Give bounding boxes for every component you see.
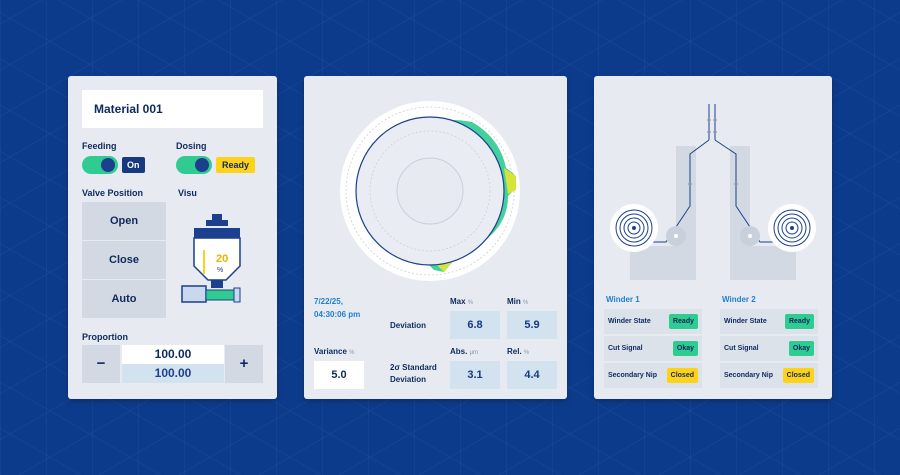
deviation-label: Deviation	[390, 321, 427, 330]
winder2-cut-signal-badge: Okay	[788, 341, 814, 356]
winder1-title: Winder 1	[606, 295, 640, 304]
winder1-secondary-nip-badge: Closed	[666, 368, 698, 383]
std-deviation-label-line1: 2σ Standard	[390, 363, 437, 372]
winder2-cut-signal-row: Cut Signal Okay	[720, 336, 818, 361]
max-label: Max %	[450, 297, 474, 306]
hopper-icon: 20 %	[181, 214, 241, 303]
hopper-fill-unit: %	[217, 267, 223, 274]
variance-label: Variance %	[314, 347, 355, 356]
material-title: Material 001	[82, 90, 263, 128]
winder2-secondary-nip-row: Secondary Nip Closed	[720, 363, 818, 388]
feeding-toggle[interactable]	[82, 156, 118, 174]
winder1-cut-signal-row: Cut Signal Okay	[604, 336, 702, 361]
abs-value: 3.1	[450, 361, 500, 389]
toggle-knob-icon	[101, 158, 115, 172]
winder-diagram-icon	[610, 104, 816, 280]
winder2-title: Winder 2	[722, 295, 756, 304]
rel-value: 4.4	[507, 361, 557, 389]
winder-panel: Winder 1 Winder 2 Winder State Ready Cut…	[594, 76, 832, 399]
proportion-actual-value: 100.00	[122, 364, 224, 383]
hopper-fill-value: 20	[216, 253, 228, 265]
winder2-state-row: Winder State Ready	[720, 309, 818, 334]
thickness-profile-panel: 7/22/25, 04:30:06 pm Max % Min % Deviati…	[304, 76, 567, 399]
winder1-state-row: Winder State Ready	[604, 309, 702, 334]
winder1-secondary-nip-row: Secondary Nip Closed	[604, 363, 702, 388]
valve-open-button[interactable]: Open	[82, 202, 166, 240]
dosing-label: Dosing	[176, 141, 207, 151]
rel-label: Rel. %	[507, 347, 530, 356]
material-panel: Material 001 Feeding On Dosing Ready Val…	[68, 76, 277, 399]
valve-auto-button[interactable]: Auto	[82, 280, 166, 318]
proportion-increase-button[interactable]: +	[225, 345, 263, 383]
feeding-status-badge: On	[122, 157, 145, 173]
min-label: Min %	[507, 297, 529, 306]
proportion-label: Proportion	[82, 332, 128, 342]
dosing-status-badge: Ready	[216, 157, 256, 173]
proportion-decrease-button[interactable]: −	[82, 345, 120, 383]
dosing-toggle[interactable]	[176, 156, 212, 174]
winder2-secondary-nip-badge: Closed	[782, 368, 814, 383]
winder1-cut-signal-badge: Okay	[672, 341, 698, 356]
timestamp-date: 7/22/25,	[314, 297, 343, 306]
abs-label: Abs. μm	[450, 347, 479, 356]
std-deviation-label-line2: Deviation	[390, 375, 427, 384]
valve-position-label: Valve Position	[82, 188, 144, 198]
winder1-state-badge: Ready	[668, 314, 698, 329]
timestamp-time: 04:30:06 pm	[314, 310, 361, 319]
deviation-min-value: 5.9	[507, 311, 557, 339]
deviation-max-value: 6.8	[450, 311, 500, 339]
toggle-knob-icon	[195, 158, 209, 172]
feeding-label: Feeding	[82, 141, 117, 151]
variance-input[interactable]: 5.0	[314, 361, 364, 389]
thickness-profile-graphic	[340, 101, 520, 281]
valve-close-button[interactable]: Close	[82, 241, 166, 279]
winder2-state-badge: Ready	[784, 314, 814, 329]
proportion-set-value[interactable]: 100.00	[122, 345, 224, 364]
visu-label: Visu	[178, 188, 197, 198]
